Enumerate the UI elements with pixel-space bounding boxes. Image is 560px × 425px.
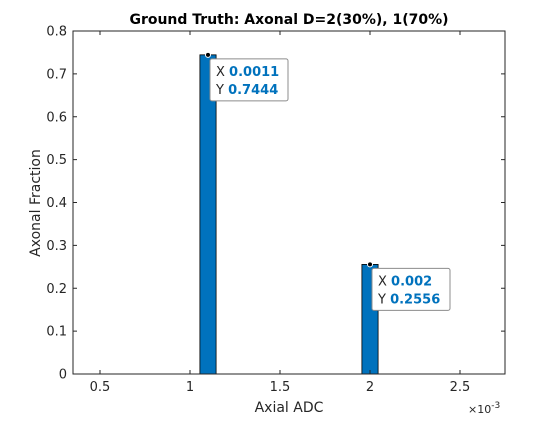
datatip-box xyxy=(371,267,451,311)
datatip-marker xyxy=(367,261,373,268)
datatip-y-value: 0.2556 xyxy=(390,292,440,307)
x-exponent-label: ×10-3 xyxy=(468,401,500,416)
y-axis-title: Axonal Fraction xyxy=(28,149,44,257)
datatip-y-key: Y xyxy=(215,83,228,98)
y-tick-label: 0.6 xyxy=(46,110,67,125)
x-tick-label: 2 xyxy=(366,380,374,395)
datatip-x-key: X xyxy=(216,65,229,80)
x-tick-label: 1 xyxy=(186,380,194,395)
datatip-y-value: 0.7444 xyxy=(228,83,278,98)
datatip-y-row: Y 0.7444 xyxy=(215,83,278,98)
datatip-y-key: Y xyxy=(377,292,390,307)
datatip-y-row: Y 0.2556 xyxy=(377,292,440,307)
x-exponent-power: -3 xyxy=(491,401,500,411)
y-tick-label: 0.4 xyxy=(46,196,67,211)
x-tick-label: 2.5 xyxy=(450,380,471,395)
chart-title: Ground Truth: Axonal D=2(30%), 1(70%) xyxy=(129,12,448,28)
datatip-x-value: 0.0011 xyxy=(229,65,279,80)
bar xyxy=(199,54,217,375)
datatip-x-key: X xyxy=(378,274,391,289)
x-tick-label: 1.5 xyxy=(270,380,291,395)
y-tick-label: 0.1 xyxy=(46,325,67,340)
datatip-x-value: 0.002 xyxy=(391,274,432,289)
y-tick-label: 0.8 xyxy=(46,25,67,40)
y-tick-label: 0.7 xyxy=(46,67,67,82)
x-axis-title: Axial ADC xyxy=(255,400,324,416)
datatip-marker xyxy=(205,51,211,58)
ticks-group: 0.5 1 1.5 2 2.5 0 0.1 0.2 0.3 0.4 0.5 0.6 0.7 0.8 xyxy=(46,25,505,395)
x-tick-label: 0.5 xyxy=(90,380,111,395)
y-tick-label: 0.3 xyxy=(46,239,67,254)
y-tick-label: 0 xyxy=(59,368,67,383)
x-exponent-base: ×10 xyxy=(468,403,491,416)
y-tick-label: 0.2 xyxy=(46,282,67,297)
plot-area xyxy=(73,31,505,374)
datatip-box xyxy=(209,58,289,102)
datatip-x-row: X 0.002 xyxy=(378,274,432,289)
y-tick-label: 0.5 xyxy=(46,153,67,168)
datatip-x-row: X 0.0011 xyxy=(216,65,279,80)
